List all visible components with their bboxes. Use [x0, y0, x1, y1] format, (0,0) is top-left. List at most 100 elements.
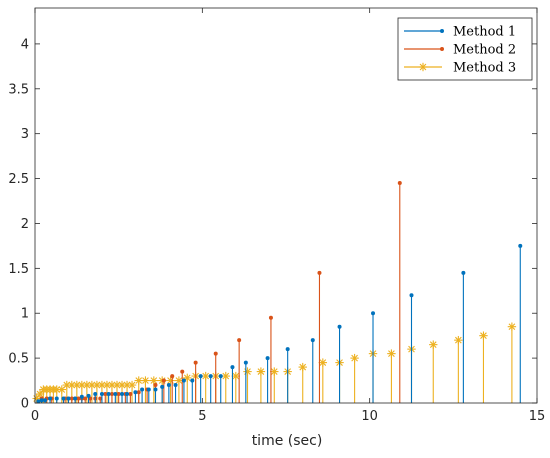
y-tick-label: 1 [21, 307, 29, 322]
legend-marker [440, 47, 444, 51]
stem-marker [193, 360, 198, 365]
legend-marker [418, 62, 428, 72]
stem-marker [180, 369, 185, 374]
stem-marker [39, 398, 44, 403]
stem-marker [98, 396, 103, 401]
stem-marker [116, 392, 121, 397]
legend-item-1: Method 1 [404, 25, 516, 40]
stem-marker [160, 384, 165, 389]
y-tick-label: 1.5 [8, 262, 29, 277]
stem-marker [298, 362, 307, 372]
data-stems [32, 181, 523, 404]
stem-marker [125, 392, 130, 397]
stem-marker [173, 383, 178, 388]
stem-marker [73, 396, 78, 401]
legend-marker [440, 29, 444, 33]
stem-marker [371, 311, 376, 316]
stem-marker [507, 322, 517, 331]
x-tick-label: 5 [198, 409, 206, 424]
stem-marker [208, 374, 213, 379]
series-2 [39, 181, 402, 403]
stem-marker [99, 392, 104, 397]
x-tick-label: 10 [361, 409, 378, 424]
stem-marker [265, 356, 270, 361]
stem-marker [66, 396, 71, 401]
stem-marker [127, 380, 137, 390]
stem-marker [397, 181, 402, 186]
stem-marker [103, 392, 108, 397]
stem-marker [109, 392, 114, 397]
y-tick-label: 0 [21, 397, 29, 412]
stem-marker [72, 380, 82, 390]
stem-marker [268, 315, 273, 320]
y-tick-label: 3 [21, 127, 29, 142]
legend-item-3: Method 3 [404, 61, 516, 76]
legend-item-2: Method 2 [404, 43, 516, 58]
stem-marker [79, 394, 84, 399]
y-tick-label: 0.5 [8, 352, 29, 367]
stem-marker [518, 243, 523, 248]
stem-marker [479, 331, 488, 340]
stem-marker [48, 396, 53, 401]
series-1 [36, 243, 523, 404]
stem-marker [166, 376, 175, 385]
stem-marker [166, 383, 171, 388]
legend-label: Method 3 [453, 61, 516, 76]
y-tick-label: 3.5 [8, 82, 29, 97]
stem-marker [461, 270, 466, 275]
stem-marker [36, 399, 41, 404]
stem-marker [122, 380, 132, 390]
stem-marker [54, 396, 59, 401]
tick-labels: 0 5 10 15 0 0.5 1 1.5 2 2.5 3 3.5 4 [8, 37, 545, 424]
stem-marker [86, 393, 91, 398]
stem-marker [140, 387, 145, 392]
stem-marker [337, 324, 342, 329]
stem-marker [133, 390, 138, 395]
x-tick-label: 15 [529, 409, 546, 424]
stem-marker [113, 392, 118, 397]
stem-marker [69, 396, 74, 401]
stem-marker [243, 367, 252, 376]
stem-marker [92, 380, 102, 390]
stem-marker [350, 353, 359, 363]
legend: Method 1 Method 2 Method 3 [397, 17, 533, 81]
stem-marker [409, 293, 414, 298]
stem-marker [218, 374, 223, 379]
stem-marker [170, 374, 175, 379]
x-tick-label: 0 [31, 409, 39, 424]
stem-marker [310, 338, 315, 343]
x-axis-label: time (sec) [252, 433, 323, 449]
legend-label: Method 1 [453, 25, 516, 40]
axes-frame [34, 7, 538, 404]
stem-marker [174, 376, 184, 385]
stem-marker [317, 270, 322, 275]
stem-marker [153, 387, 158, 392]
y-tick-label: 2.5 [8, 172, 29, 187]
stem-marker [429, 340, 438, 349]
stem-marker [93, 392, 98, 397]
stem-marker [120, 392, 125, 397]
stem-marker [161, 378, 166, 383]
stem-marker [43, 398, 48, 403]
stem-marker [128, 392, 133, 397]
stem-marker [237, 338, 242, 343]
stem-marker [285, 347, 290, 352]
axes-box [34, 7, 538, 404]
stem-marker [136, 390, 141, 395]
y-tick-label: 2 [21, 217, 29, 232]
stem-marker [387, 349, 396, 358]
stem-marker [61, 396, 66, 401]
stem-marker [83, 396, 88, 401]
stem-marker [230, 365, 235, 370]
y-tick-label: 4 [21, 37, 29, 52]
stem-marker [153, 383, 158, 388]
legend-label: Method 2 [453, 43, 516, 58]
stem-marker [106, 392, 111, 397]
stem-marker [243, 360, 248, 365]
stem-marker [213, 351, 218, 356]
stem-marker [146, 387, 151, 392]
stem-marker [52, 385, 61, 394]
stem-marker [149, 376, 159, 385]
stem-marker [76, 396, 81, 401]
